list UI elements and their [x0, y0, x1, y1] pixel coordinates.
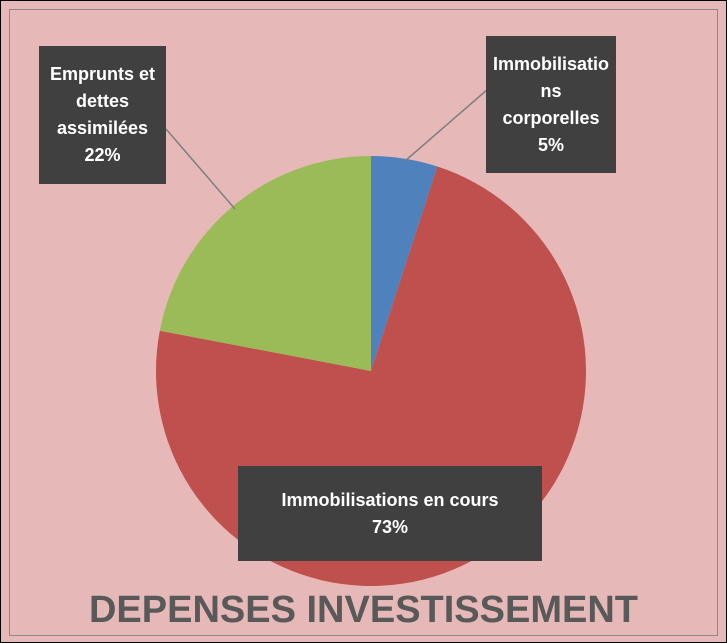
label-category: Immobilisations corporelles — [492, 53, 609, 128]
label-category: Emprunts et dettes assimilées — [49, 64, 155, 138]
leader-line — [404, 88, 489, 162]
label-value: 73% — [371, 516, 409, 537]
leader-line — [165, 128, 236, 210]
chart-title: DEPENSES INVESTISSEMENT — [88, 589, 638, 631]
label-value: 22% — [84, 145, 121, 165]
pie-slice — [371, 156, 438, 371]
pie-slice — [159, 156, 371, 371]
data-label: Emprunts et dettes assimilées 22% — [39, 46, 166, 184]
label-value: 5% — [537, 134, 564, 155]
label-category: Immobilisations en cours — [281, 489, 499, 510]
data-label: Immobilisations en cours 73% — [238, 466, 542, 561]
data-label: Immobilisations corporelles 5% — [486, 36, 616, 173]
plot-border — [9, 9, 718, 636]
